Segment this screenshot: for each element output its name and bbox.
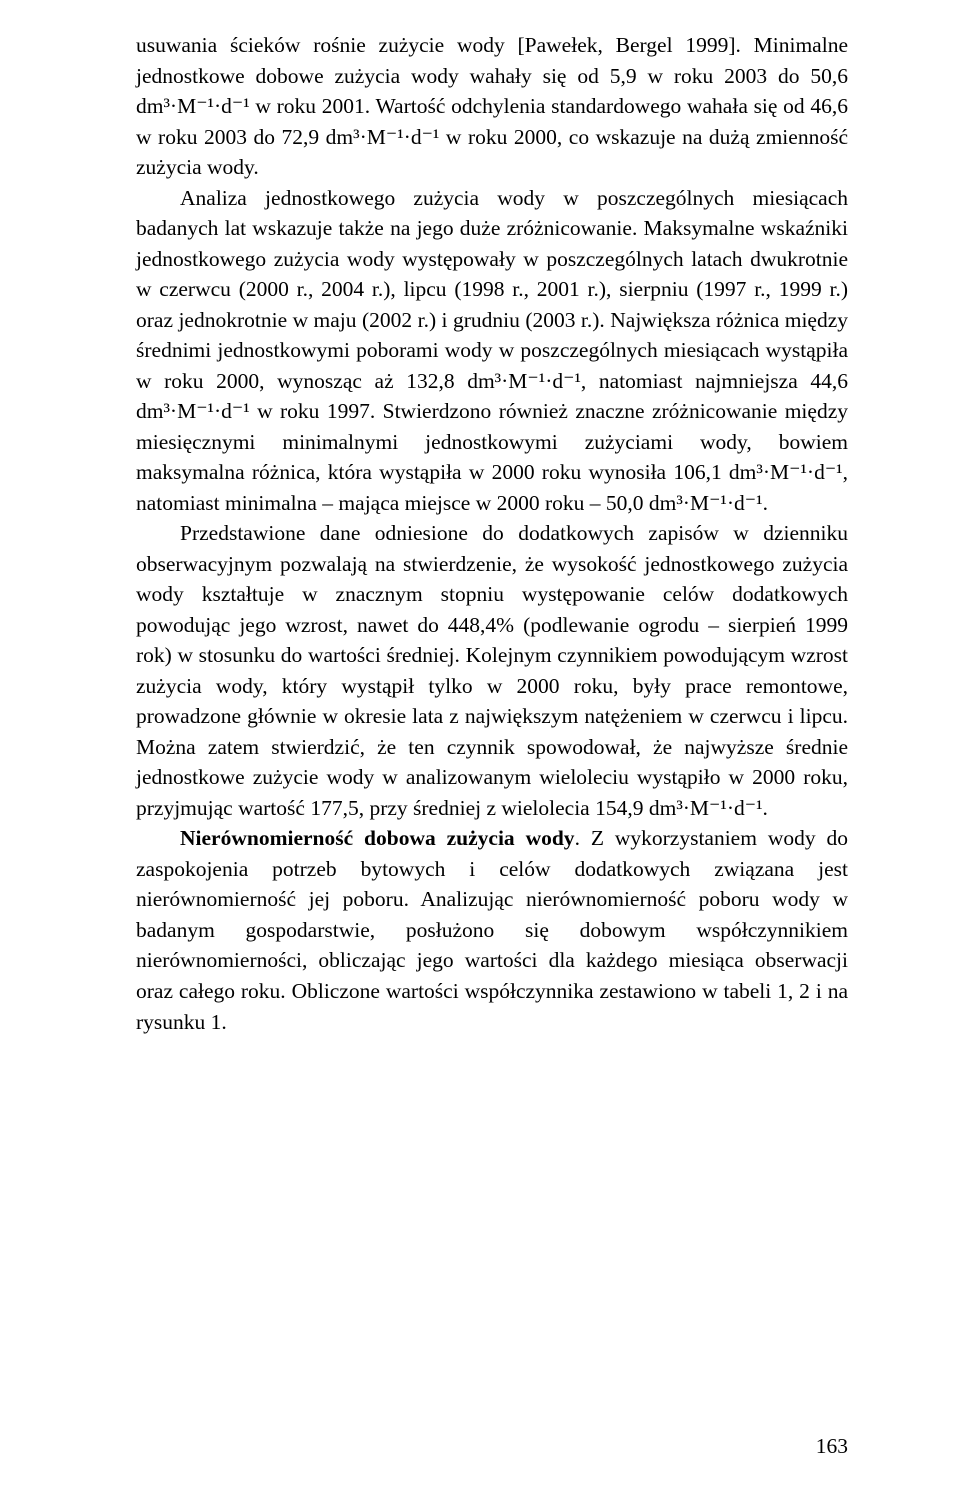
text-run: Przedstawione dane odniesione do dodatko… xyxy=(136,521,848,820)
page-number: 163 xyxy=(816,1434,848,1459)
paragraph-4: Nierównomierność dobowa zużycia wody. Z … xyxy=(136,823,848,1037)
section-heading-inline: Nierównomierność dobowa zużycia wody xyxy=(180,826,575,850)
paragraph-1: usuwania ścieków rośnie zużycie wody [Pa… xyxy=(136,30,848,183)
text-run: . Z wykorzystaniem wody do zaspokojenia … xyxy=(136,826,848,1033)
paragraph-2: Analiza jednostkowego zużycia wody w pos… xyxy=(136,183,848,519)
text-run: usuwania ścieków rośnie zużycie wody [Pa… xyxy=(136,33,848,179)
paragraph-3: Przedstawione dane odniesione do dodatko… xyxy=(136,518,848,823)
text-run: Analiza jednostkowego zużycia wody w pos… xyxy=(136,186,848,515)
document-page: usuwania ścieków rośnie zużycie wody [Pa… xyxy=(0,0,960,1501)
